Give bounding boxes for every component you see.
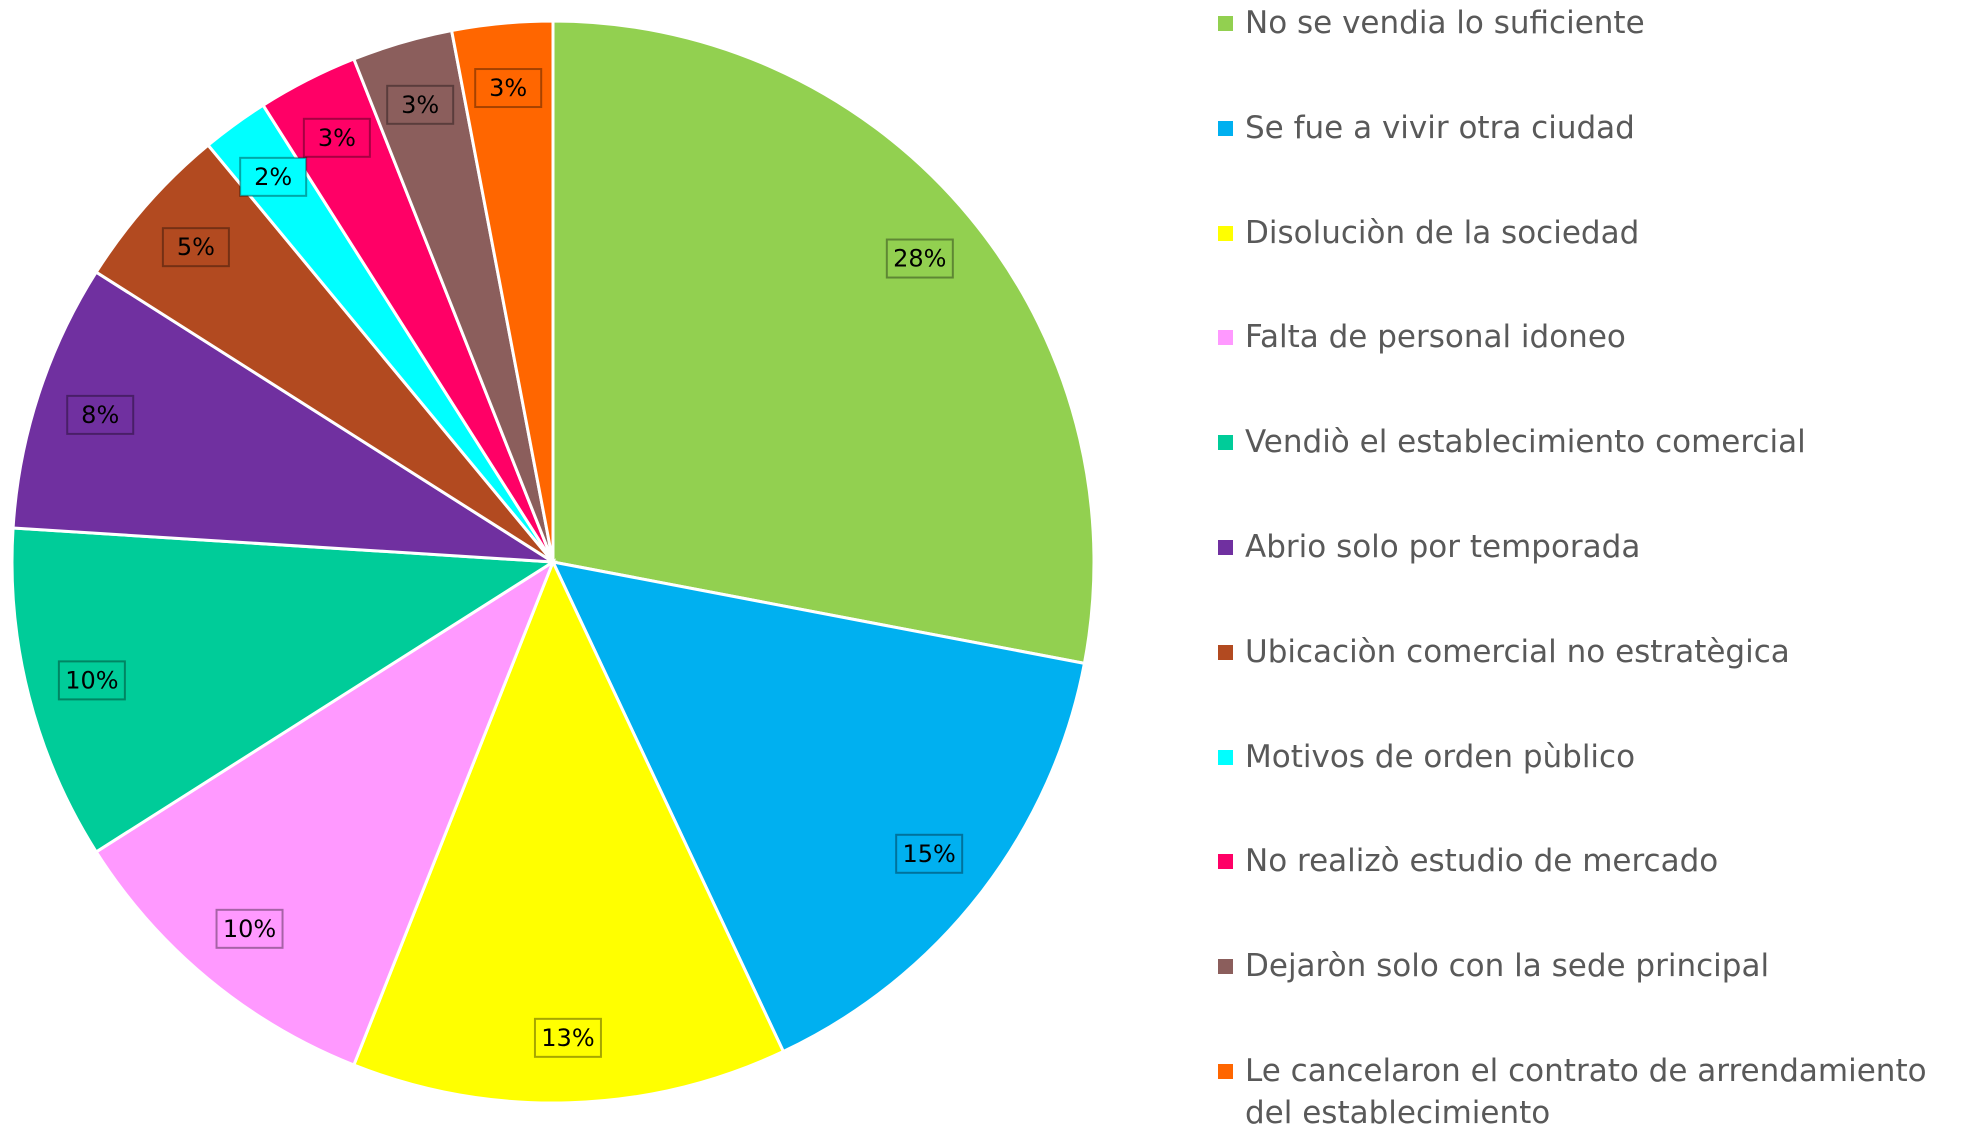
data-label: 15% [903, 840, 956, 868]
legend-swatch [1218, 644, 1233, 660]
legend-item: Motivos de orden pùblico [1218, 736, 1968, 778]
legend-label: Se fue a vivir otra ciudad [1245, 109, 1635, 146]
data-label-box [895, 833, 964, 874]
pie-slice [11, 270, 554, 564]
legend-label: No se vendia lo suficiente [1245, 5, 1645, 41]
legend-swatch [1218, 959, 1233, 975]
pie-slice [10, 526, 558, 854]
legend-swatch [1218, 120, 1233, 136]
data-label: 10% [65, 666, 118, 694]
data-label-box [57, 660, 126, 701]
pie-slice [449, 19, 555, 563]
legend-item: Disoluciòn de la sociedad [1218, 212, 1968, 254]
legend-swatch [1218, 1064, 1233, 1079]
data-label: 3% [318, 124, 356, 152]
data-label-box [533, 1017, 602, 1058]
data-label-box [386, 84, 455, 125]
legend-item: No realizò estudio de mercado [1218, 840, 1968, 882]
data-label: 28% [893, 245, 946, 273]
legend-label: Abrio solo por temporada [1245, 529, 1641, 565]
legend-label: Vendiò el establecimiento comercial [1245, 424, 1806, 461]
legend-swatch [1218, 540, 1233, 555]
legend-swatch [1218, 330, 1233, 346]
legend-item: Le cancelaron el contrato de arrendamien… [1218, 1050, 1968, 1128]
data-label-box [302, 117, 371, 158]
data-label: 10% [223, 915, 276, 943]
legend-item: No se vendia lo suficiente [1218, 2, 1968, 44]
pie-slice [551, 19, 1096, 666]
legend-label: No realizò estudio de mercado [1245, 843, 1719, 880]
chart: 28% 15% 13% 10% 10% 8% 5% 2% 3% 3% 3% [10, 19, 1096, 1105]
legend-item: Falta de personal idoneo [1218, 316, 1968, 358]
data-label-box [885, 238, 954, 279]
data-label-box [474, 68, 543, 109]
pie-slice [550, 559, 1087, 1054]
data-label: 3% [401, 91, 439, 119]
legend-label: Dejaròn solo con la sede principal [1245, 948, 1770, 985]
data-label: 2% [254, 163, 292, 191]
data-label-box [215, 908, 284, 949]
legend-item: Vendiò el establecimiento comercial [1218, 421, 1968, 463]
data-label-box [66, 394, 135, 435]
data-label: 8% [81, 401, 119, 429]
legend-item: Dejaròn solo con la sede principal [1218, 945, 1968, 987]
data-label: 13% [541, 1024, 594, 1052]
legend-swatch [1218, 16, 1233, 31]
legend-item: Se fue a vivir otra ciudad [1218, 107, 1968, 149]
legend-item: Abrio solo por temporada [1218, 526, 1968, 568]
legend-item: Ubicaciòn comercial no estratègica [1218, 631, 1968, 673]
legend-swatch [1218, 435, 1233, 451]
pie-slice [351, 558, 786, 1105]
legend-label: Ubicaciòn comercial no estratègica [1245, 633, 1790, 670]
legend-label: Motivos de orden pùblico [1245, 738, 1636, 775]
legend-label: Falta de personal idoneo [1245, 319, 1626, 356]
legend-swatch [1218, 749, 1233, 765]
data-label: 5% [177, 233, 215, 261]
pie-slice [94, 558, 557, 1067]
data-label-box [239, 156, 308, 197]
data-label: 3% [489, 74, 527, 102]
legend-swatch [1218, 225, 1233, 241]
legend-label: Le cancelaron el contrato de arrendamien… [1245, 1053, 1927, 1128]
legend-label: Disoluciòn de la sociedad [1245, 214, 1640, 251]
legend-swatch [1218, 854, 1233, 870]
data-label-box [161, 227, 230, 268]
